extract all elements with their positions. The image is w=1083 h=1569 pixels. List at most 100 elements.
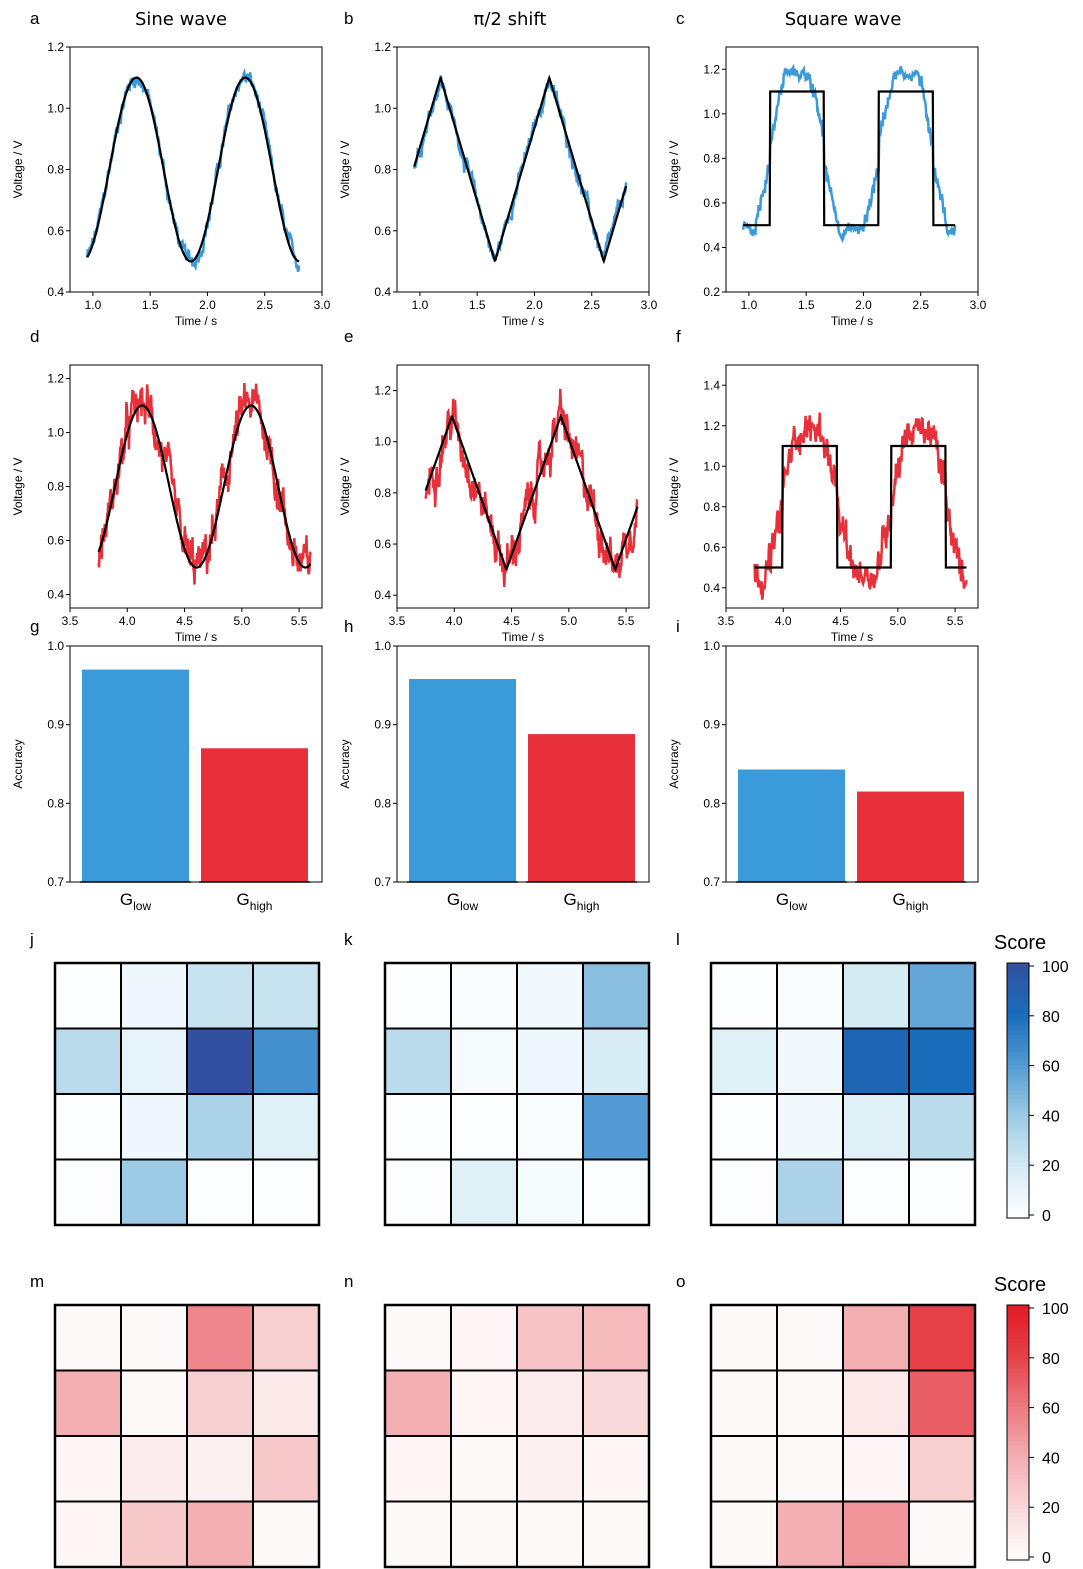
panel-letter: h <box>344 617 353 636</box>
panel-c: c 0.2 0.4 0.6 0.8 1.0 1.2 Voltage / V 1.0 1.5 2.0 2… <box>667 9 987 328</box>
colorbar-step <box>1007 1368 1029 1374</box>
heatmap-cell <box>384 1435 452 1503</box>
heatmap-cell <box>450 1093 518 1161</box>
x-tick-label: 4.5 <box>503 614 520 628</box>
panel-o: o <box>676 1272 977 1569</box>
colorbar-step <box>1007 1035 1029 1041</box>
heatmap-cell <box>516 1158 584 1226</box>
heatmap-cell <box>776 1027 844 1095</box>
colorbar-step <box>1007 1213 1029 1219</box>
colorbar-step <box>1007 1120 1029 1126</box>
colorbar-step <box>1007 1171 1029 1177</box>
heatmap-cell <box>842 1500 910 1568</box>
heatmap-cell <box>842 1369 910 1437</box>
category-label: Ghigh <box>564 890 600 913</box>
heatmap-cell <box>582 1093 650 1161</box>
target-signal-line <box>424 413 639 573</box>
y-axis-label: Voltage / V <box>11 457 25 515</box>
y-tick-label: 0.8 <box>374 486 391 500</box>
heatmap-cell <box>54 1093 122 1161</box>
heatmap-cell <box>516 1500 584 1568</box>
target-signal-line <box>743 90 956 227</box>
category-label: Ghigh <box>237 890 273 913</box>
colorbar-step <box>1007 1551 1029 1557</box>
y-tick-label: 0.9 <box>47 718 64 732</box>
panel-letter: m <box>30 1272 44 1291</box>
heatmap-cell <box>384 1500 452 1568</box>
heatmap-cell <box>54 1369 122 1437</box>
colorbar-step <box>1007 1453 1029 1459</box>
colorbar-step <box>1007 1394 1029 1400</box>
y-tick-label: 0.6 <box>374 537 391 551</box>
heatmap-cell <box>908 1369 976 1437</box>
y-tick-label: 0.8 <box>374 796 391 810</box>
y-tick-label: 0.8 <box>47 480 64 494</box>
y-axis-label: Accuracy <box>11 739 25 788</box>
heatmap-cell <box>710 1435 778 1503</box>
colorbar-step <box>1007 963 1029 968</box>
y-tick-label: 1.2 <box>703 419 720 433</box>
colorbar-step <box>1007 1060 1029 1066</box>
y-tick-label: 1.2 <box>703 62 720 76</box>
colorbar-step <box>1007 1470 1029 1476</box>
heatmap-frame <box>709 1303 977 1569</box>
colorbar-step <box>1007 1436 1029 1442</box>
heatmap-cell <box>252 1158 320 1226</box>
x-tick-label: 2.5 <box>583 298 600 312</box>
heatmap-cell <box>252 1027 320 1095</box>
x-tick-label: 4.5 <box>176 614 193 628</box>
measured-signal-line <box>741 63 957 244</box>
colorbar-tick-label: 20 <box>1042 1500 1060 1517</box>
colorbar-step <box>1007 1555 1029 1561</box>
x-tick-label: 5.0 <box>233 614 250 628</box>
colorbar-step <box>1007 1188 1029 1194</box>
y-axis-label: Voltage / V <box>667 140 681 198</box>
y-tick-label: 0.4 <box>47 285 64 299</box>
category-label: Glow <box>776 890 808 913</box>
heatmap-cell <box>908 1304 976 1372</box>
x-tick-label: 1.5 <box>798 298 815 312</box>
colorbar-step <box>1007 971 1029 977</box>
y-tick-label: 0.4 <box>703 240 720 254</box>
colorbar-step <box>1007 1086 1029 1092</box>
colorbar-step <box>1007 1517 1029 1523</box>
category-base: G <box>776 890 789 909</box>
category-subscript: low <box>789 899 807 913</box>
x-tick-label: 5.5 <box>618 614 635 628</box>
bar <box>201 748 308 882</box>
heatmap-cell <box>776 1435 844 1503</box>
colorbar-step <box>1007 1082 1029 1087</box>
y-tick-label: 0.7 <box>703 875 720 889</box>
measured-signal-line <box>753 412 968 600</box>
panel-letter: i <box>676 617 680 636</box>
x-tick-label: 3.0 <box>641 298 658 312</box>
x-tick-label: 2.5 <box>256 298 273 312</box>
heatmap-cell <box>908 1158 976 1226</box>
colorbar-step <box>1007 1145 1029 1151</box>
colorbar-step <box>1007 1317 1029 1323</box>
category-base: G <box>893 890 906 909</box>
bar <box>409 679 516 882</box>
colorbar-step <box>1007 1031 1029 1036</box>
heatmap-cell <box>384 1304 452 1372</box>
heatmap-cell <box>120 1093 188 1161</box>
x-axis-label: Time / s <box>831 630 873 644</box>
x-axis-label: Time / s <box>831 314 873 328</box>
y-tick-label: 0.6 <box>703 540 720 554</box>
colorbar-step <box>1007 1103 1029 1109</box>
heatmap-cell <box>776 962 844 1030</box>
colorbar-step <box>1007 1090 1029 1096</box>
y-tick-label: 0.6 <box>703 196 720 210</box>
panel-letter: c <box>676 9 685 28</box>
x-axis-label: Time / s <box>175 630 217 644</box>
heatmap-cell <box>908 1435 976 1503</box>
colorbar-step <box>1007 967 1029 973</box>
colorbar-frame <box>1006 1304 1030 1561</box>
y-tick-label: 0.9 <box>374 718 391 732</box>
x-tick-label: 1.5 <box>469 298 486 312</box>
panel-d: d 0.4 0.6 0.8 1.0 1.2 Voltage / V 3.5 4.0 4.5 5.0 5… <box>11 327 323 644</box>
heatmap-cell <box>516 962 584 1030</box>
colorbar-step <box>1007 1209 1029 1215</box>
column-title-sine: Sine wave <box>135 9 227 30</box>
colorbar-tick-label: 60 <box>1042 1401 1060 1418</box>
